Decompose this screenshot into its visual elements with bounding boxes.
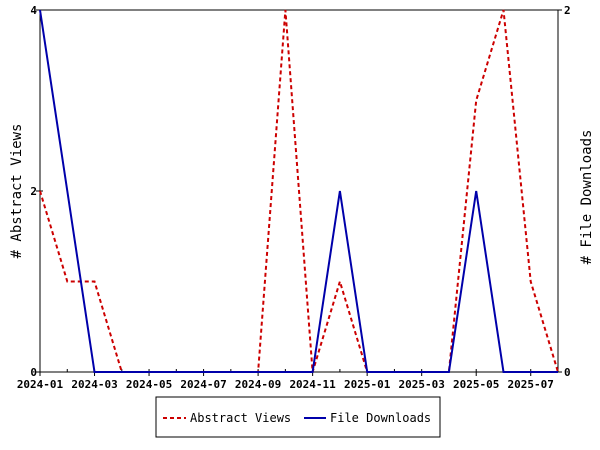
y-right-tick-label: 2: [564, 4, 571, 17]
legend-label-abstract-views: Abstract Views: [190, 411, 291, 425]
x-tick-label: 2025-07: [508, 378, 554, 391]
y-left-tick-label: 0: [30, 366, 37, 379]
y-axis-left: 0 2 4: [30, 4, 43, 379]
legend: Abstract Views File Downloads: [155, 396, 441, 438]
legend-box: [155, 396, 441, 438]
x-tick-label: 2024-11: [289, 378, 336, 391]
x-tick-label: 2025-01: [344, 378, 391, 391]
series-line-file-downloads: [39, 9, 558, 373]
y-axis-left-title: # Abstract Views: [9, 124, 25, 259]
x-tick-label: 2024-09: [235, 378, 281, 391]
x-tick-label: 2024-07: [180, 378, 226, 391]
series-layer: [39, 9, 559, 373]
x-tick-label: 2025-05: [453, 378, 499, 391]
x-tick-label: 2024-03: [71, 378, 117, 391]
x-axis: 2024-01 2024-03 2024-05 2024-07 2024-09 2024-…: [17, 369, 559, 391]
x-tick-label: 2025-03: [399, 378, 445, 391]
y-left-tick-label: 2: [30, 185, 37, 198]
y-axis-right-title: # File Downloads: [579, 130, 595, 265]
y-right-tick-label: 0: [564, 366, 571, 379]
y-left-tick-label: 4: [30, 4, 37, 17]
x-tick-label: 2024-05: [126, 378, 172, 391]
legend-label-file-downloads: File Downloads: [330, 411, 431, 425]
x-tick-label: 2024-01: [17, 378, 64, 391]
